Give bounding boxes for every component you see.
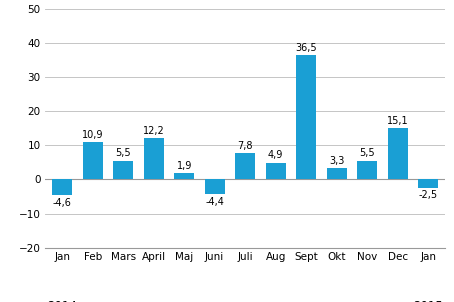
Text: -4,4: -4,4	[205, 197, 224, 207]
Text: 3,3: 3,3	[329, 156, 344, 166]
Bar	[418, 179, 438, 188]
Bar	[235, 153, 255, 179]
Bar	[144, 138, 163, 179]
Text: 2014: 2014	[47, 300, 77, 302]
Text: 10,9: 10,9	[82, 130, 104, 140]
Text: 1,9: 1,9	[177, 161, 192, 171]
Bar	[266, 163, 286, 179]
Bar	[327, 168, 346, 179]
Bar	[113, 161, 133, 179]
Text: 2015: 2015	[413, 300, 443, 302]
Bar	[174, 173, 194, 179]
Text: -2,5: -2,5	[419, 190, 438, 201]
Text: -4,6: -4,6	[53, 198, 72, 207]
Bar	[83, 142, 103, 179]
Text: 15,1: 15,1	[387, 116, 409, 126]
Bar	[205, 179, 225, 194]
Text: 7,8: 7,8	[237, 140, 253, 150]
Bar	[357, 161, 377, 179]
Text: 5,5: 5,5	[115, 148, 131, 158]
Text: 36,5: 36,5	[296, 43, 317, 53]
Text: 12,2: 12,2	[143, 126, 164, 136]
Text: 5,5: 5,5	[359, 148, 375, 158]
Bar	[52, 179, 72, 195]
Text: 4,9: 4,9	[268, 150, 283, 160]
Bar	[388, 128, 408, 179]
Bar	[296, 55, 316, 179]
